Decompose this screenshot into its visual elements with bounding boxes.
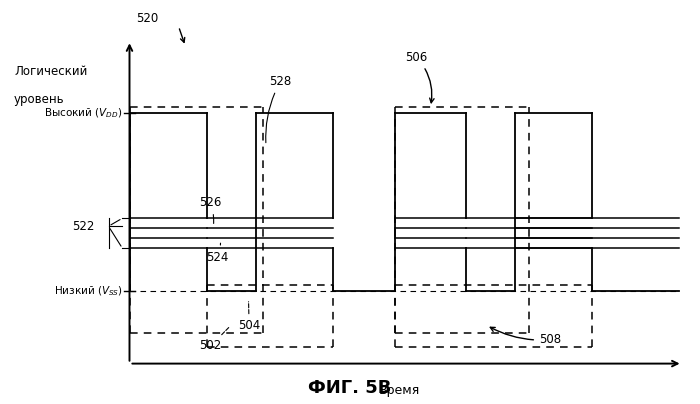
Text: 524: 524: [206, 243, 229, 263]
Text: 528: 528: [266, 75, 292, 143]
Text: 504: 504: [238, 302, 260, 332]
Text: 526: 526: [199, 196, 222, 223]
Text: 502: 502: [199, 327, 229, 352]
Text: уровень: уровень: [14, 93, 64, 106]
Text: 506: 506: [405, 50, 434, 103]
Text: Низкий ($V_{SS}$): Низкий ($V_{SS}$): [54, 284, 122, 298]
Text: 522: 522: [72, 220, 94, 233]
Text: Высокий ($V_{DD}$): Высокий ($V_{DD}$): [44, 106, 122, 120]
Text: 508: 508: [490, 327, 561, 346]
Text: ФИГ. 5В: ФИГ. 5В: [308, 379, 392, 397]
Text: Логический: Логический: [14, 65, 88, 78]
Text: Время: Время: [379, 384, 419, 397]
Text: 520: 520: [136, 12, 159, 25]
